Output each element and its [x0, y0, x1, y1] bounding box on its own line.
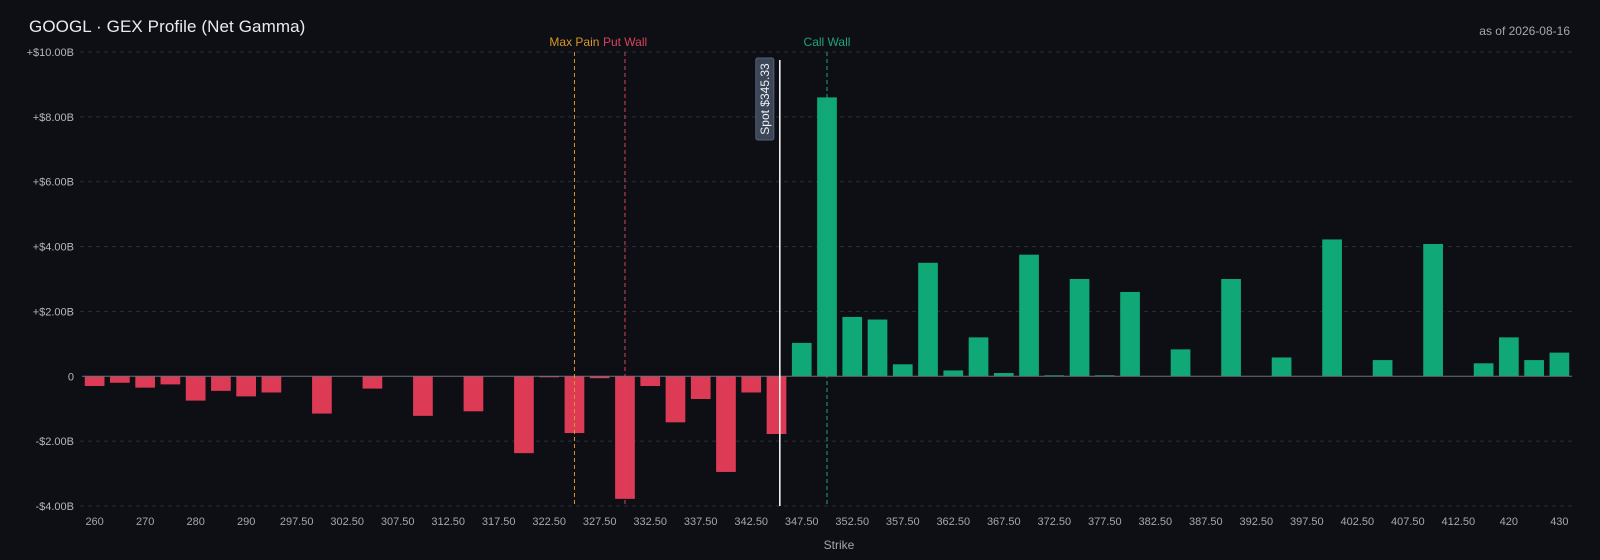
bar [690, 376, 711, 399]
bar [185, 376, 206, 401]
y-axis: -$4.00B -$2.00B 0 +$2.00B +$4.00B +$6.00B +$8.… [27, 47, 74, 513]
bar [135, 376, 155, 388]
x-tick-label: 280 [186, 516, 204, 528]
bar [640, 376, 661, 387]
bar [842, 316, 863, 377]
put-wall-label: Put Wall [603, 35, 647, 49]
bar [943, 370, 964, 377]
bar [1271, 357, 1292, 377]
bar [918, 262, 938, 377]
chart-title: GOOGL · GEX Profile (Net Gamma) [29, 17, 306, 36]
x-tick-label: 407.50 [1391, 516, 1425, 528]
bar [312, 376, 332, 414]
bar [1524, 360, 1544, 377]
as-of-date: as of 2026-08-16 [1479, 24, 1570, 38]
max-pain-label: Max Pain [549, 35, 599, 49]
x-tick-label: 297.50 [280, 516, 314, 528]
y-tick-label: -$2.00B [35, 436, 74, 448]
x-tick-label: 382.50 [1138, 516, 1172, 528]
bar [362, 376, 383, 389]
x-tick-label: 317.50 [482, 516, 516, 528]
bar [892, 364, 913, 377]
x-tick-label: 290 [237, 516, 255, 528]
bar [84, 376, 105, 387]
bar [1019, 254, 1039, 377]
x-axis: 260 270 280 290 297.50 302.50 307.50 312.50 317.… [85, 516, 1568, 528]
bar [261, 376, 282, 393]
bar [968, 337, 989, 377]
x-tick-label: 302.50 [330, 516, 364, 528]
x-tick-label: 332.50 [633, 516, 667, 528]
x-tick-label: 322.50 [532, 516, 566, 528]
y-tick-label: +$10.00B [27, 47, 74, 59]
x-tick-label: 420 [1500, 516, 1518, 528]
x-tick-label: 270 [136, 516, 154, 528]
bar [665, 376, 686, 423]
bar [716, 376, 736, 472]
bar [766, 376, 787, 435]
x-tick-label: 260 [85, 516, 103, 528]
x-tick-label: 352.50 [835, 516, 869, 528]
reference-lines: Max Pain Put Wall Call Wall Spot $345.33 [549, 35, 850, 506]
x-tick-label: 372.50 [1037, 516, 1071, 528]
call-wall-label: Call Wall [804, 35, 851, 49]
bar [463, 376, 484, 412]
bar [589, 376, 610, 379]
bar [514, 376, 534, 454]
x-tick-label: 327.50 [583, 516, 617, 528]
bar [110, 376, 130, 383]
x-tick-label: 412.50 [1442, 516, 1476, 528]
y-tick-label: +$4.00B [33, 242, 74, 254]
bar [1372, 360, 1393, 377]
y-tick-label: +$6.00B [33, 177, 74, 189]
x-tick-label: 347.50 [785, 516, 819, 528]
bar [1473, 363, 1494, 377]
y-tick-label: +$2.00B [33, 306, 74, 318]
x-tick-label: 387.50 [1189, 516, 1223, 528]
bar [867, 319, 888, 377]
x-tick-label: 362.50 [936, 516, 970, 528]
bar [1221, 279, 1241, 377]
bar [1423, 243, 1443, 377]
bar [1120, 291, 1140, 377]
x-tick-label: 402.50 [1341, 516, 1375, 528]
x-tick-label: 377.50 [1088, 516, 1122, 528]
bar [160, 376, 181, 385]
bar [1549, 352, 1570, 377]
x-axis-title: Strike [824, 538, 855, 552]
x-tick-label: 312.50 [431, 516, 465, 528]
bar [993, 373, 1014, 377]
x-tick-label: 342.50 [734, 516, 768, 528]
y-tick-label: -$4.00B [35, 501, 74, 513]
bar [1069, 279, 1090, 377]
bar [791, 342, 812, 377]
x-tick-label: 357.50 [886, 516, 920, 528]
x-tick-label: 307.50 [381, 516, 415, 528]
x-tick-label: 392.50 [1239, 516, 1273, 528]
y-tick-label: 0 [68, 371, 74, 383]
bar [741, 376, 762, 393]
x-tick-label: 397.50 [1290, 516, 1324, 528]
x-tick-label: 337.50 [684, 516, 718, 528]
spot-label: Spot $345.33 [758, 63, 772, 135]
x-tick-label: 367.50 [987, 516, 1021, 528]
spot-badge [755, 57, 775, 141]
bar [1322, 239, 1342, 377]
bar [236, 376, 257, 397]
x-tick-label: 430 [1550, 516, 1568, 528]
y-tick-label: +$8.00B [33, 112, 74, 124]
bar [413, 376, 433, 416]
bar [1499, 337, 1519, 377]
bar [1170, 349, 1191, 377]
bar [211, 376, 231, 391]
